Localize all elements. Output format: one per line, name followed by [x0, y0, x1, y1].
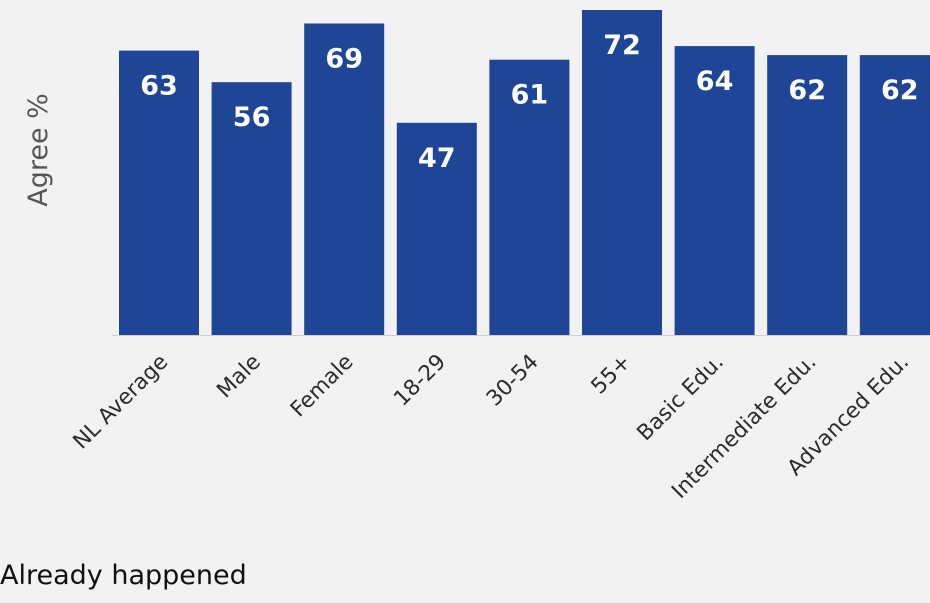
x-tick-label-nl-average: NL Average — [68, 350, 173, 455]
x-tick-label-female: Female — [286, 350, 359, 423]
bar-male — [211, 82, 292, 335]
x-tick-label-male: Male — [212, 350, 266, 404]
bar-nl-average — [119, 50, 199, 335]
data-label-18-29: 47 — [418, 143, 456, 174]
bar-advanced-edu — [859, 55, 930, 335]
x-tick-label-30-54: 30-54 — [482, 350, 544, 412]
data-label-55: 72 — [603, 30, 641, 61]
data-label-nl-average: 63 — [140, 71, 178, 102]
data-label-basic-edu: 64 — [696, 66, 734, 97]
bar-female — [304, 23, 385, 335]
bars-group — [119, 10, 930, 335]
data-label-female: 69 — [325, 44, 363, 75]
x-tick-label-18-29: 18-29 — [389, 350, 451, 412]
x-tick-labels-group: NL Average Male Female 18-29 30-54 55+Basic E… — [68, 350, 914, 504]
x-tick-label-55: 55+ — [586, 350, 636, 400]
bar-intermediate-edu — [767, 55, 848, 335]
data-label-advanced-edu: 62 — [881, 75, 919, 106]
data-label-male: 56 — [233, 102, 271, 133]
y-axis-title: Agree % — [23, 93, 54, 207]
bar-55 — [582, 10, 662, 335]
bar-basic-edu — [674, 46, 755, 335]
footer-label: Already happened — [0, 560, 247, 591]
bar-30-54 — [489, 59, 570, 335]
data-label-intermediate-edu: 62 — [788, 75, 826, 106]
data-labels-group: 63 56 69 47 61 72 64 62 62 — [140, 30, 918, 174]
data-label-30-54: 61 — [511, 80, 549, 111]
bar-18-29 — [396, 122, 477, 335]
x-tick-label-basic-edu: Basic Edu. — [632, 350, 728, 446]
